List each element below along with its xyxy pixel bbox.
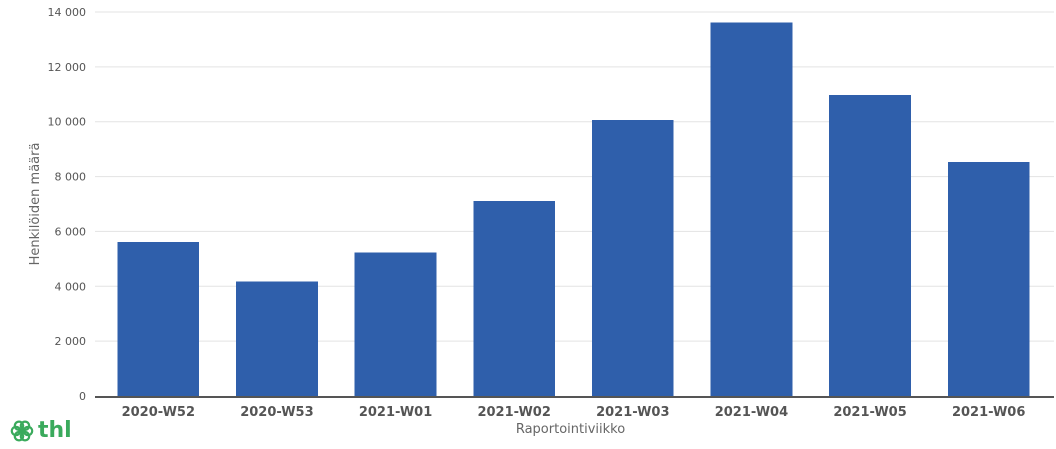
x-tick-label: 2021-W05 <box>833 405 906 420</box>
y-tick-label: 14 000 <box>48 6 87 19</box>
bars <box>117 22 1030 396</box>
y-tick-label: 10 000 <box>48 116 87 129</box>
y-tick-label: 2 000 <box>55 335 87 348</box>
y-tick-label: 8 000 <box>55 171 87 184</box>
thl-logo: thl <box>10 419 72 443</box>
x-tick-label: 2021-W02 <box>477 405 550 420</box>
bar-2021-W04 <box>710 22 793 396</box>
bar-2021-W01 <box>354 252 437 396</box>
x-tick-label: 2021-W03 <box>596 405 669 420</box>
x-axis-title: Raportointiviikko <box>516 422 625 437</box>
x-tick-label: 2021-W06 <box>952 405 1025 420</box>
flower-icon <box>10 420 34 442</box>
logo-text: thl <box>38 418 72 443</box>
bar-2020-W53 <box>236 281 318 396</box>
x-axis-ticks: 2020-W52 2020-W53 2021-W01 2021-W02 2021-W03… <box>122 405 1026 420</box>
x-tick-label: 2021-W04 <box>715 405 788 420</box>
y-tick-label: 4 000 <box>55 280 87 293</box>
y-tick-label: 0 <box>79 390 86 403</box>
bar-2020-W52 <box>117 241 200 396</box>
bar-2021-W05 <box>829 95 911 396</box>
y-tick-label: 12 000 <box>48 61 87 74</box>
bar-2021-W02 <box>473 200 556 396</box>
y-axis-ticks: 0 2 000 4 000 6 000 8 000 10 000 12 000 14 000 <box>48 6 87 403</box>
bar-2021-W03 <box>591 120 674 396</box>
y-tick-label: 6 000 <box>55 225 87 238</box>
x-tick-label: 2020-W52 <box>122 405 195 420</box>
y-axis-title: Henkilöiden määrä <box>28 143 43 266</box>
bar-2021-W06 <box>947 161 1030 396</box>
x-tick-label: 2021-W01 <box>359 405 432 420</box>
x-tick-label: 2020-W53 <box>240 405 313 420</box>
